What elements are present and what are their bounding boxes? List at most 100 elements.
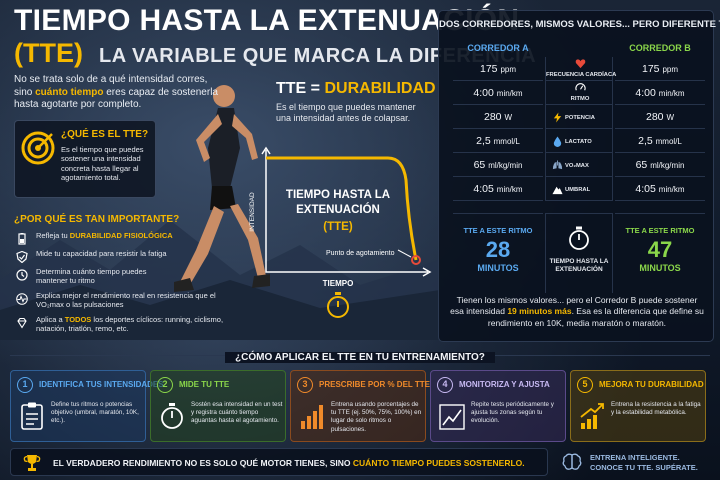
tte-curve bbox=[266, 156, 418, 261]
footer-text: EL VERDADERO RENDIMIENTO NO ES SOLO QUÉ … bbox=[53, 458, 525, 468]
why-item-text: Determina cuánto tiempo puedes mantener … bbox=[36, 267, 147, 285]
why-heading: ¿POR QUÉ ES TAN IMPORTANTE? bbox=[14, 214, 180, 225]
why-item-post: los deportes cíclicos: running, ciclismo… bbox=[36, 315, 224, 333]
runner-b-value: 175 ppm bbox=[615, 57, 705, 81]
summary-highlight: 19 minutos más bbox=[507, 306, 572, 317]
why-item: Explica mejor el rendimiento real en res… bbox=[14, 291, 244, 314]
tte-label: TTE A ESTE RITMO bbox=[463, 226, 533, 235]
step-number: 4 bbox=[437, 377, 453, 393]
step-title: IDENTIFICA TUS INTENSIDADES bbox=[39, 380, 164, 389]
step-title: PRESCRIBE POR % DEL TTE bbox=[319, 380, 430, 389]
exhaustion-label: Punto de agotamiento bbox=[326, 250, 395, 257]
tte-value: 47 bbox=[647, 237, 673, 262]
step-title: MONITORIZA Y AJUSTA bbox=[459, 380, 550, 389]
intro-highlight: cuánto tiempo bbox=[35, 86, 104, 98]
y-axis-label: INTENSIDAD bbox=[249, 192, 256, 232]
metric-row: VO₂MAX bbox=[546, 153, 612, 177]
what-is-box: ¿QUÉ ES EL TTE? Es el tiempo que puedes … bbox=[14, 120, 156, 198]
metric-row: UMBRAL bbox=[546, 177, 612, 201]
tte-unit: MINUTOS bbox=[477, 263, 519, 273]
step-card: 4 MONITORIZA Y AJUSTA Repite tests perió… bbox=[430, 370, 566, 442]
page-subtitle: (TTE) LA VARIABLE QUE MARCA LA DIFERENCIA bbox=[14, 38, 536, 69]
tte-center: TIEMPO HASTA LA EXTENUACIÓN bbox=[545, 213, 613, 293]
why-item: Aplica a TODOS los deportes cíclicos: ru… bbox=[14, 315, 244, 338]
metric-label: POTENCIA bbox=[565, 115, 595, 121]
chart-center-line2: EXTENUACIÓN bbox=[296, 203, 380, 216]
metric-label: VO₂MAX bbox=[565, 163, 589, 169]
subtitle-text: LA VARIABLE QUE MARCA LA DIFERENCIA bbox=[98, 45, 537, 67]
footer-highlight: CUÁNTO TIEMPO PUEDES SOSTENERLO. bbox=[352, 458, 525, 468]
footer-side-line2: CONOCE TU TTE. SUPÉRATE. bbox=[590, 462, 698, 472]
how-heading-text: ¿CÓMO APLICAR EL TTE EN TU ENTRENAMIENTO… bbox=[225, 352, 495, 363]
target-icon bbox=[21, 131, 55, 165]
x-axis-arrow bbox=[422, 267, 432, 277]
runner-a-value: 4:00 min/km bbox=[453, 81, 543, 105]
exhaustion-pointer bbox=[397, 249, 412, 258]
diamond-icon bbox=[17, 317, 27, 329]
bolt-icon bbox=[553, 112, 562, 123]
exhaustion-point bbox=[411, 255, 421, 265]
summary-pre: Tienen los mismos valores... pero el Cor… bbox=[450, 295, 698, 317]
footer-side-line1: ENTRENA INTELIGENTE. bbox=[590, 453, 680, 462]
runner-a-values: 175 ppm 4:00 min/km 280 W 2,5 mmol/L 65 … bbox=[453, 57, 543, 201]
comparison-title: DOS CORREDORES, MISMOS VALORES... PERO D… bbox=[439, 19, 720, 30]
step-body: Define tus ritmos o potencias objetivo (… bbox=[51, 401, 139, 425]
runner-a-value: 175 ppm bbox=[453, 57, 543, 81]
metric-row: POTENCIA bbox=[546, 105, 612, 129]
why-item: Refleja tu DURABILIDAD FISIOLÓGICA bbox=[14, 231, 244, 248]
runner-a-header: CORREDOR A bbox=[467, 43, 529, 53]
stopwatch-icon bbox=[569, 226, 589, 250]
why-list: Refleja tu DURABILIDAD FISIOLÓGICA Mide … bbox=[14, 231, 244, 340]
intro-post: eres capaz de sostenerla hasta agotarte … bbox=[14, 86, 218, 111]
step-body: Sostén esa intensidad en un test y regis… bbox=[191, 401, 283, 425]
tte-description: Es el tiempo que puedes mantener una int… bbox=[276, 102, 416, 124]
step-title: MEJORA TU DURABILIDAD bbox=[599, 380, 704, 389]
bars-icon bbox=[301, 405, 323, 429]
runner-b-value: 4:05 min/km bbox=[615, 177, 705, 201]
metric-label: UMBRAL bbox=[565, 187, 591, 193]
runner-b-header: CORREDOR B bbox=[629, 43, 691, 53]
gauge-icon bbox=[575, 83, 586, 91]
page-title: TIEMPO HASTA LA EXTENUACIÓN bbox=[14, 4, 520, 37]
step-card: 3 PRESCRIBE POR % DEL TTE Entrena usando… bbox=[290, 370, 430, 442]
metric-label: LACTATO bbox=[565, 139, 592, 145]
step-number: 5 bbox=[577, 377, 593, 393]
runner-b-value: 65 ml/kg/min bbox=[615, 153, 705, 177]
why-item-text: Explica mejor el rendimiento real en res… bbox=[36, 291, 216, 309]
why-item-text: Refleja tu bbox=[36, 231, 70, 240]
trophy-icon bbox=[23, 455, 41, 471]
metric-row: LACTATO bbox=[546, 129, 612, 153]
runner-b-values: 175 ppm 4:00 min/km 280 W 2,5 mmol/L 65 … bbox=[615, 57, 705, 201]
comparison-summary: Tienen los mismos valores... pero el Cor… bbox=[449, 295, 705, 329]
step-number: 2 bbox=[157, 377, 173, 393]
trend-icon bbox=[439, 404, 465, 430]
step-card: 5 MEJORA TU DURABILIDAD Entrena la resis… bbox=[570, 370, 706, 442]
title-abbr: (TTE) bbox=[14, 38, 83, 68]
runner-figure bbox=[174, 85, 270, 292]
tte-unit: MINUTOS bbox=[639, 263, 681, 273]
tte-heading-highlight: DURABILIDAD bbox=[324, 80, 436, 97]
why-item: Mide tu capacidad para resistir la fatig… bbox=[14, 249, 244, 266]
metric-labels: FRECUENCIA CARDÍACA RITMO POTENCIA LACTA… bbox=[545, 57, 617, 201]
step-title: MIDE TU TTE bbox=[179, 380, 230, 389]
x-axis-label: TIEMPO bbox=[323, 279, 354, 288]
metric-row: FRECUENCIA CARDÍACA bbox=[546, 57, 617, 81]
tte-value: 28 bbox=[485, 237, 511, 262]
mountain-scene bbox=[0, 220, 440, 340]
heart-icon bbox=[575, 59, 586, 69]
drop-icon bbox=[553, 136, 562, 147]
y-axis-arrow bbox=[261, 146, 271, 155]
runner-b-tte: TTE A ESTE RITMO 47 MINUTOS bbox=[615, 213, 705, 293]
runner-a-value: 280 W bbox=[453, 105, 543, 129]
metric-label: RITMO bbox=[570, 96, 590, 102]
shield-icon bbox=[16, 251, 28, 263]
footer-tagline: ENTRENA INTELIGENTE. CONOCE TU TTE. SUPÉR… bbox=[556, 448, 710, 476]
why-item-text: Mide tu capacidad para resistir la fatig… bbox=[36, 249, 167, 258]
what-is-body: Es el tiempo que puedes sostener una int… bbox=[61, 145, 144, 183]
metric-label: FRECUENCIA CARDÍACA bbox=[546, 72, 617, 78]
battery-icon bbox=[18, 233, 26, 245]
metric-row: RITMO bbox=[546, 81, 612, 105]
runner-a-value: 65 ml/kg/min bbox=[453, 153, 543, 177]
intro-pre: No se trata solo de a qué intensidad cor… bbox=[14, 74, 208, 98]
step-number: 1 bbox=[17, 377, 33, 393]
